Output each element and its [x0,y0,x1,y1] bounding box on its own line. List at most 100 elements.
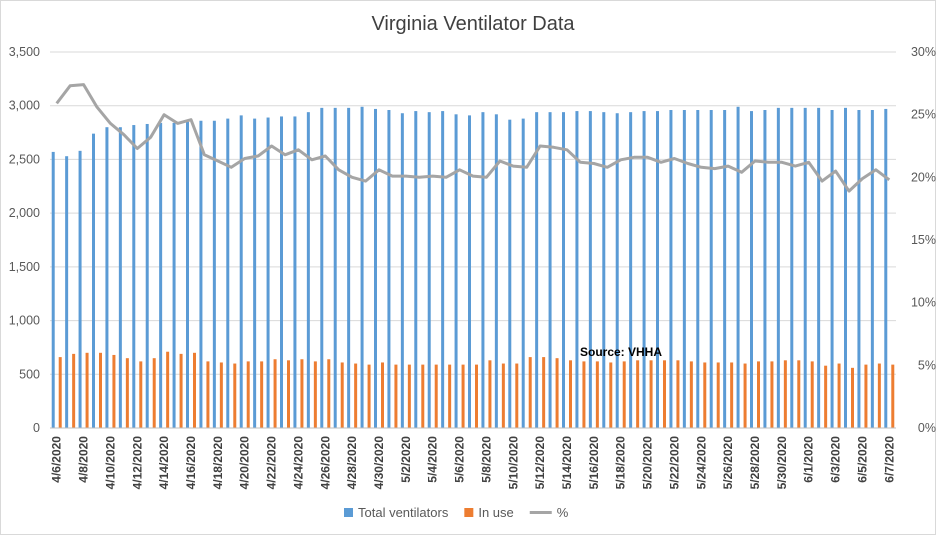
x-tick-label: 5/22/2020 [667,436,681,490]
total-ventilators-bar [602,112,606,428]
total-ventilators-bar [347,107,351,428]
x-tick-label: 4/12/2020 [130,436,144,490]
left-y-tick-label: 1,000 [9,314,40,328]
total-ventilators-bar [92,133,95,428]
percent-line [55,83,891,193]
in-use-bar [716,362,720,428]
legend-label: In use [478,505,513,520]
total-ventilators-bar [682,110,686,429]
total-ventilators-bar [118,127,122,428]
total-ventilators-bar [427,112,431,428]
right-y-tick-label: 25% [911,108,936,122]
x-tick-label: 4/26/2020 [318,436,332,490]
total-ventilators-bar [280,116,283,428]
total-ventilators-bar [159,122,163,428]
percent-line-layer [55,83,891,193]
x-tick-label: 5/4/2020 [426,436,440,483]
total-ventilators-bar [817,107,821,428]
total-ventilators-bar [642,111,646,428]
in-use-bar [569,360,572,428]
legend-swatch [464,508,474,517]
total-ventilators-bar [481,112,485,428]
total-ventilators-bar [615,113,619,428]
right-y-tick-label: 0% [918,421,936,435]
in-use-bar [354,363,358,428]
x-tick-label: 4/6/2020 [50,436,64,483]
in-use-bar [125,358,129,428]
in-use-bar [381,362,384,428]
source-annotation: Source: VHHA [580,345,662,359]
bars [51,106,895,429]
in-use-bar [260,361,264,428]
in-use-bar [58,357,62,428]
x-tick-label: 4/24/2020 [291,436,305,490]
total-ventilators-bar [790,107,794,428]
total-ventilators-bar [548,112,552,428]
total-ventilators-bar [709,110,713,429]
legend-swatch [344,508,353,517]
x-tick-label: 4/14/2020 [157,436,171,490]
in-use-bar [663,360,666,428]
x-tick-label: 4/28/2020 [345,436,359,490]
total-ventilators-bar [508,119,512,429]
total-ventilators-bar [266,117,270,428]
left-y-tick-label: 0 [33,421,40,435]
x-tick-label: 5/12/2020 [533,436,547,490]
x-tick-label: 5/2/2020 [399,436,413,483]
total-ventilators-bar [468,115,471,428]
x-tick-label: 5/18/2020 [614,436,628,490]
in-use-bar [757,361,760,428]
total-ventilators-bar [226,118,230,428]
total-ventilators-bar [145,123,149,428]
left-y-tick-label: 500 [19,367,40,381]
in-use-bar [582,361,586,428]
x-axis: 4/6/2020 4/8/2020 4/10/2020 4/12/2020 4/14/2… [50,427,896,490]
x-tick-label: 5/30/2020 [775,436,789,490]
in-use-bar [622,361,626,428]
in-use-bar [72,353,76,428]
in-use-bar [730,362,734,428]
x-tick-label: 5/14/2020 [560,436,574,490]
in-use-bar [179,353,183,428]
in-use-bar [99,352,102,428]
total-ventilators-bar [521,118,525,428]
total-ventilators-bar [387,110,391,429]
total-ventilators-bar [253,118,257,428]
left-y-tick-label: 1,500 [9,260,40,274]
total-ventilators-bar [535,112,539,428]
total-ventilators-bar [656,111,659,428]
in-use-bar [219,362,223,428]
x-tick-label: 5/8/2020 [479,436,493,483]
total-ventilators-bar [776,107,780,428]
in-use-bar [501,363,505,428]
total-ventilators-bar [736,106,740,428]
in-use-bar [367,364,371,428]
total-ventilators-bar [306,112,310,428]
left-y-axis: 0 500 1,000 1,500 2,000 2,500 3,000 3,500 [9,45,40,435]
total-ventilators-bar [750,111,753,428]
in-use-bar [864,364,868,428]
in-use-bar [287,360,290,428]
total-ventilators-bar [723,110,727,429]
total-ventilators-bar [575,111,579,428]
x-tick-label: 5/28/2020 [748,436,762,490]
in-use-bar [797,360,801,428]
in-use-bar [313,361,317,428]
x-tick-label: 4/10/2020 [103,436,117,490]
x-tick-label: 5/6/2020 [453,436,467,483]
in-use-bar [394,364,398,428]
total-ventilators-bar [105,127,109,428]
x-tick-label: 6/5/2020 [855,436,869,483]
total-ventilators-bar [629,112,633,428]
total-ventilators-bar [763,110,767,429]
total-ventilators-bar [669,110,673,429]
in-use-bar [515,363,519,428]
total-ventilators-bar [360,106,364,428]
in-use-bar [542,357,546,428]
right-y-tick-label: 15% [911,233,936,247]
in-use-bar [193,352,196,428]
legend-label: % [557,505,569,520]
in-use-bar [112,354,116,428]
in-use-bar [166,351,170,428]
right-y-tick-label: 5% [918,358,936,372]
